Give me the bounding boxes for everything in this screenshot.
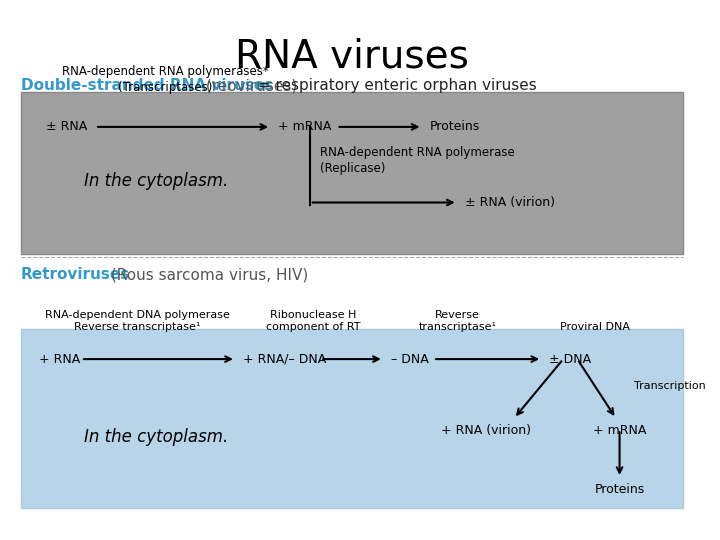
Text: Proteins: Proteins xyxy=(595,483,644,496)
Text: RNA-dependent RNA polymerases*
(Transcriptases): RNA-dependent RNA polymerases* (Transcri… xyxy=(62,65,269,94)
Bar xyxy=(21,329,683,508)
Text: In the cytoplasm.: In the cytoplasm. xyxy=(84,172,229,190)
Text: Transcription: Transcription xyxy=(634,381,706,391)
Text: Reverse
transcriptase¹: Reverse transcriptase¹ xyxy=(418,310,497,332)
Text: = respiratory enteric orphan viruses: = respiratory enteric orphan viruses xyxy=(253,78,537,93)
Text: (Rous sarcoma virus, HIV): (Rous sarcoma virus, HIV) xyxy=(106,267,308,282)
Text: + RNA/– DNA: + RNA/– DNA xyxy=(243,353,326,366)
Text: In the cytoplasm.: In the cytoplasm. xyxy=(84,428,229,447)
Text: + RNA (virion): + RNA (virion) xyxy=(441,424,531,437)
Text: RNA-dependent DNA polymerase
Reverse transcriptase¹: RNA-dependent DNA polymerase Reverse tra… xyxy=(45,310,230,332)
Text: + RNA: + RNA xyxy=(39,353,80,366)
Text: Ribonuclease H
component of RT: Ribonuclease H component of RT xyxy=(266,310,361,332)
Text: Retroviruses: Retroviruses xyxy=(21,267,130,282)
Text: RNA viruses: RNA viruses xyxy=(235,38,469,76)
Bar xyxy=(21,92,683,254)
Text: ± RNA (virion): ± RNA (virion) xyxy=(464,196,554,209)
Text: Proviral DNA: Proviral DNA xyxy=(560,322,630,332)
Text: Proteins: Proteins xyxy=(429,120,480,133)
Text: – DNA: – DNA xyxy=(391,353,428,366)
Text: ± DNA: ± DNA xyxy=(549,353,591,366)
Text: + mRNA: + mRNA xyxy=(593,424,647,437)
Text: Double-stranded RNA viruses: Double-stranded RNA viruses xyxy=(21,78,274,93)
Text: RNA-dependent RNA polymerase
(Replicase): RNA-dependent RNA polymerase (Replicase) xyxy=(320,146,515,175)
Text: + mRNA: + mRNA xyxy=(278,120,331,133)
Text: ± RNA: ± RNA xyxy=(46,120,87,133)
Text: (reoviruses): (reoviruses) xyxy=(201,78,297,93)
